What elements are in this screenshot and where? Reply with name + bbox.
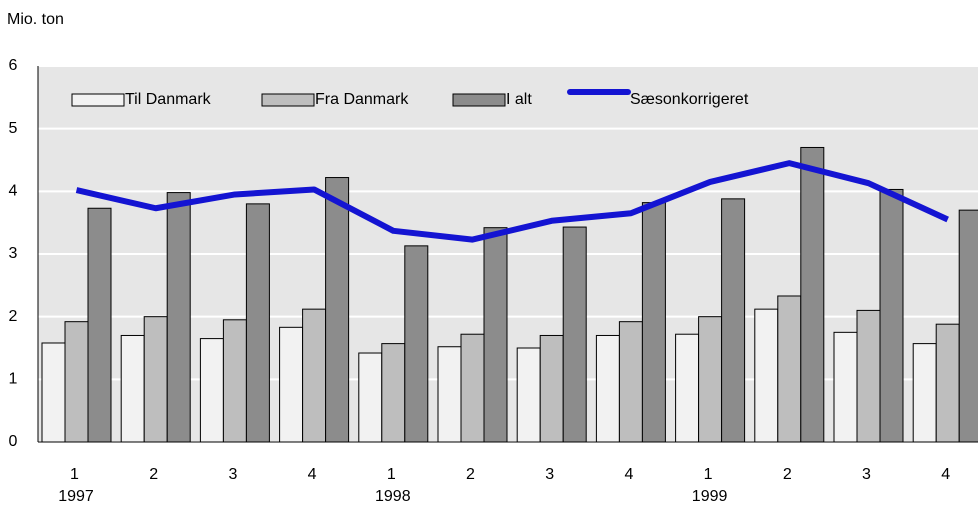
- y-axis-label: Mio. ton: [7, 11, 64, 28]
- y-tick-label: 4: [9, 183, 18, 200]
- bar: [777, 295, 802, 443]
- legend-label: Til Danmark: [125, 91, 212, 108]
- year-label: 1997: [58, 488, 94, 505]
- bar: [641, 202, 666, 443]
- x-tick-label: 4: [941, 466, 950, 483]
- bar: [120, 334, 145, 443]
- line-series: [75, 160, 949, 243]
- legend-label: Sæsonkorrigeret: [630, 91, 749, 108]
- bar: [483, 227, 508, 443]
- bar: [199, 338, 224, 443]
- x-tick-label: 3: [862, 466, 871, 483]
- bar: [325, 177, 350, 443]
- bar: [245, 203, 270, 443]
- bar: [222, 319, 247, 443]
- year-label: 1998: [375, 488, 411, 505]
- y-tick-label: 2: [9, 308, 18, 325]
- bar: [143, 316, 168, 443]
- x-tick-label: 1: [387, 466, 396, 483]
- year-label: 1999: [692, 488, 728, 505]
- bar: [618, 321, 643, 443]
- bar: [698, 316, 723, 443]
- bar: [958, 209, 978, 443]
- x-tick-label: 3: [545, 466, 554, 483]
- legend-swatch: [261, 93, 315, 107]
- bar: [800, 146, 825, 443]
- y-tick-label: 3: [9, 245, 18, 262]
- x-tick-label: 1: [704, 466, 713, 483]
- bar: [87, 207, 112, 443]
- x-tick-label: 2: [466, 466, 475, 483]
- bar: [562, 226, 587, 443]
- bar: [381, 343, 406, 443]
- bar: [935, 323, 960, 443]
- bar: [41, 342, 66, 443]
- bar: [595, 334, 620, 443]
- bar: [358, 352, 383, 443]
- bar: [879, 188, 904, 443]
- y-tick-label: 1: [9, 371, 18, 388]
- x-tick-label: 2: [149, 466, 158, 483]
- bar: [675, 333, 700, 443]
- bar: [539, 334, 564, 443]
- y-tick-label: 5: [9, 120, 18, 137]
- legend-label: Fra Danmark: [315, 91, 409, 108]
- legend-swatch: [452, 93, 506, 107]
- x-tick-label: 3: [228, 466, 237, 483]
- x-tick-label: 4: [308, 466, 317, 483]
- x-tick-label: 1: [70, 466, 79, 483]
- bar: [437, 346, 462, 443]
- bar: [516, 347, 541, 443]
- bar: [721, 198, 746, 443]
- x-tick-label: 4: [624, 466, 633, 483]
- bar: [460, 333, 485, 443]
- y-tick-label: 0: [9, 433, 18, 450]
- bar: [279, 326, 304, 443]
- bar: [404, 245, 429, 443]
- bar: [302, 308, 327, 443]
- legend-swatch: [71, 93, 125, 107]
- bar: [754, 308, 779, 443]
- bar: [166, 192, 191, 443]
- bar: [64, 321, 89, 443]
- bar: [912, 343, 937, 443]
- y-tick-label: 6: [9, 57, 18, 74]
- x-tick-label: 2: [783, 466, 792, 483]
- legend-label: I alt: [506, 91, 532, 108]
- bar: [856, 309, 881, 443]
- bar: [833, 331, 858, 443]
